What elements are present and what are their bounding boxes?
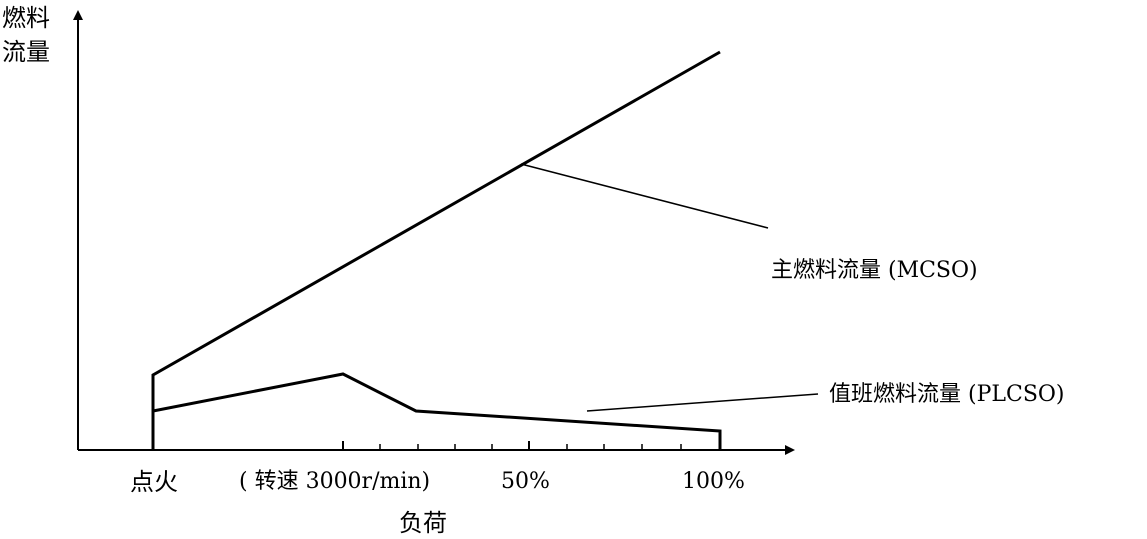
x-axis-ticks xyxy=(152,441,721,450)
y-axis-label-line2: 流量 xyxy=(2,38,50,66)
series-main-fuel-line xyxy=(151,50,721,450)
x-axis-label: 负荷 xyxy=(399,509,447,537)
series-pilot-fuel-label: 值班燃料流量 (PLCSO) xyxy=(829,382,1065,407)
series-main-fuel-label: 主燃料流量 (MCSO) xyxy=(771,258,978,283)
x-tick-label-50: 50% xyxy=(501,469,550,494)
x-tick-label-ignition: 点火 xyxy=(130,468,178,496)
x-tick-label-100: 100% xyxy=(682,469,745,494)
x-tick-label-speed: ( 转速 3000r/min) xyxy=(239,469,430,494)
y-axis-label-line1: 燃料 xyxy=(2,4,50,32)
series-pilot-fuel-line xyxy=(151,372,722,450)
main-fuel-leader-line xyxy=(520,163,769,229)
pilot-fuel-leader-line xyxy=(586,393,819,412)
